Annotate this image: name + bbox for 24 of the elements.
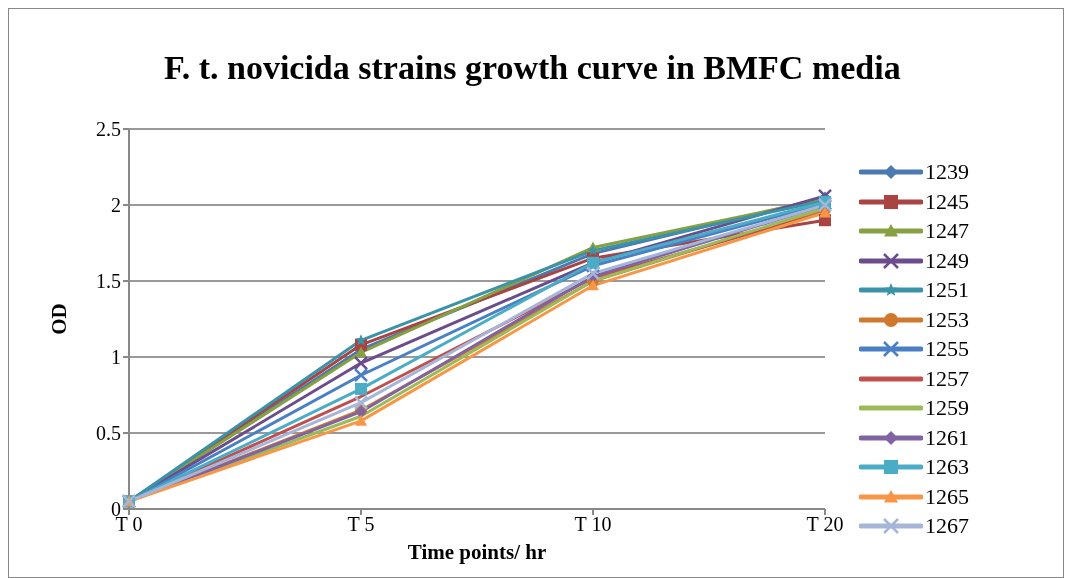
x-tick-label: T 20: [806, 513, 844, 536]
legend-label: 1251: [925, 277, 969, 303]
x-axis-title: Time points/ hr: [407, 540, 547, 564]
legend-label: 1249: [925, 247, 969, 274]
y-axis-title: OD: [47, 303, 72, 335]
legend-label: 1245: [925, 188, 969, 215]
legend-label: 1253: [925, 306, 969, 333]
legend-label: 1261: [925, 424, 969, 451]
y-tick-label: 2.5: [96, 118, 121, 141]
x-tick-label: T 10: [574, 513, 612, 536]
legend-label: 1257: [925, 365, 969, 392]
y-tick-label: 1: [111, 346, 121, 369]
y-tick-label: 0.5: [96, 422, 121, 445]
legend-label: 1265: [925, 483, 969, 510]
y-tick-label: 1.5: [96, 270, 121, 293]
chart-title: F. t. novicida strains growth curve in BMFC media: [163, 48, 902, 88]
legend-label: 1263: [925, 454, 969, 480]
legend-label: 1267: [925, 513, 969, 539]
legend-label: 1255: [925, 336, 969, 362]
legend-label: 1239: [925, 159, 969, 185]
legend-label: 1259: [925, 395, 969, 421]
legend-label: 1247: [925, 218, 969, 244]
x-tick-label: T 5: [347, 513, 375, 536]
y-tick-label: 2: [111, 194, 121, 217]
